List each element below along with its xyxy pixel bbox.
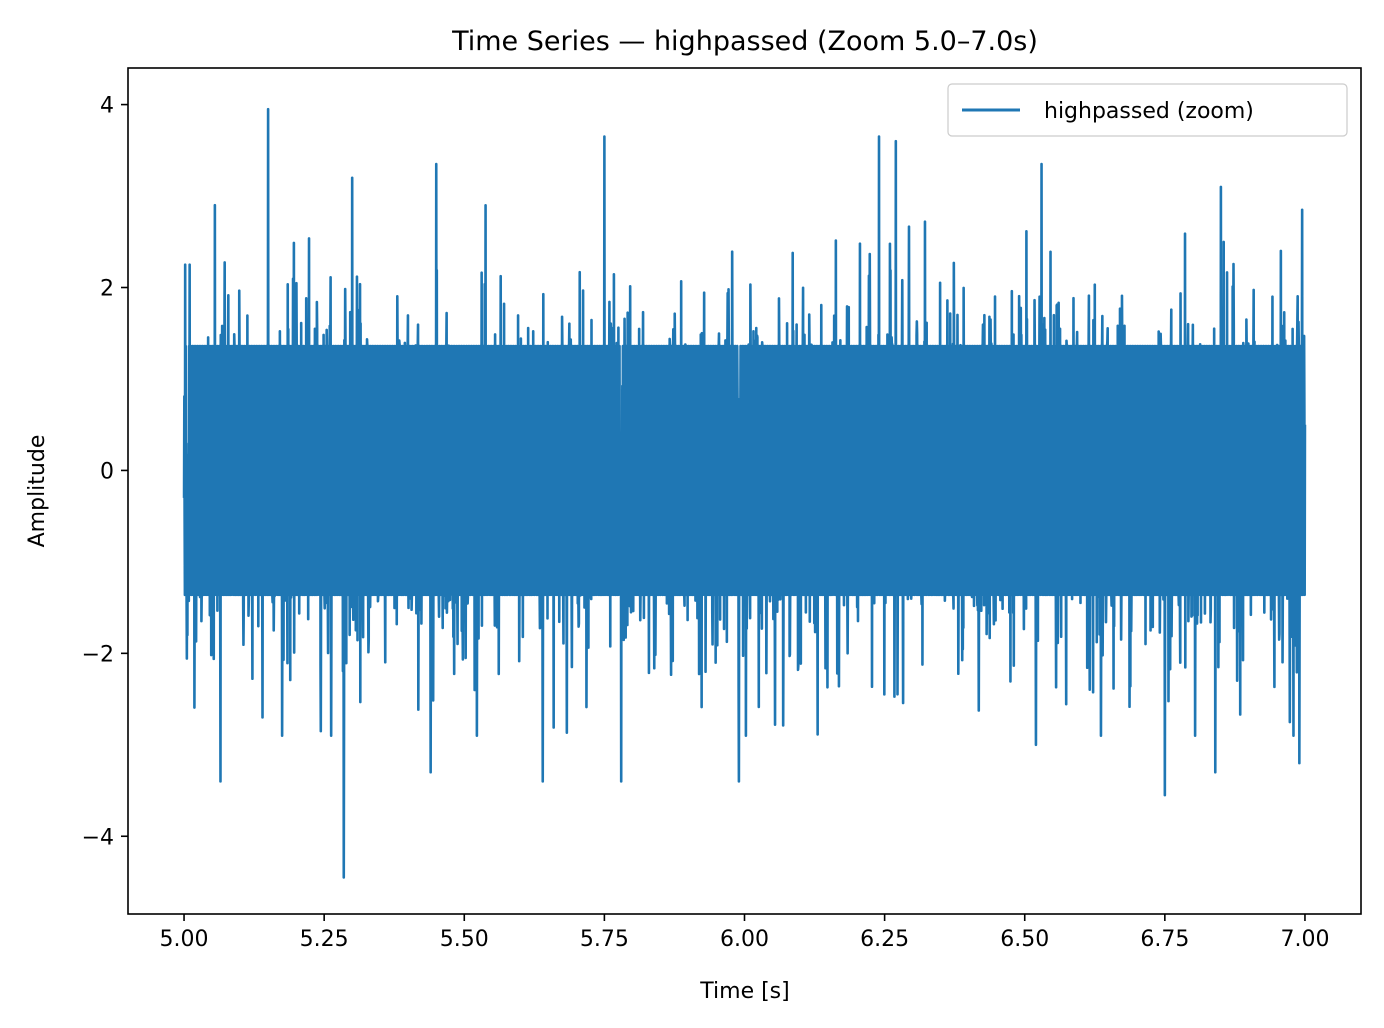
y-axis-ticks: −4 −2 0 2 4 — [82, 94, 128, 850]
y-tick-label: 4 — [100, 94, 114, 119]
legend-box — [947, 83, 1348, 137]
y-tick-label: −4 — [82, 825, 114, 850]
y-tick-label: −2 — [82, 642, 114, 667]
legend-label: highpassed (zoom) — [1044, 99, 1254, 124]
x-axis-ticks: 5.00 5.25 5.50 5.75 6.00 6.25 6.50 6.75 7.00 — [160, 914, 1329, 952]
x-tick-label: 6.00 — [720, 927, 769, 952]
series-layer — [182, 107, 1307, 879]
x-axis-label: Time [s] — [699, 979, 789, 1004]
x-tick-label: 6.25 — [860, 927, 909, 952]
series-line-highpassed-zoom — [182, 107, 1307, 879]
x-tick-label: 5.50 — [440, 927, 489, 952]
x-tick-label: 5.25 — [300, 927, 349, 952]
x-tick-label: 7.00 — [1280, 927, 1329, 952]
y-tick-label: 2 — [100, 277, 114, 302]
x-tick-label: 5.75 — [580, 927, 629, 952]
y-tick-label: 0 — [100, 459, 114, 484]
x-tick-label: 6.75 — [1140, 927, 1189, 952]
x-tick-label: 6.50 — [1000, 927, 1049, 952]
legend: highpassed (zoom) — [947, 83, 1348, 137]
y-axis-label: Amplitude — [25, 435, 50, 548]
x-tick-label: 5.00 — [160, 927, 209, 952]
chart-title: Time Series — highpassed (Zoom 5.0–7.0s) — [451, 26, 1038, 57]
